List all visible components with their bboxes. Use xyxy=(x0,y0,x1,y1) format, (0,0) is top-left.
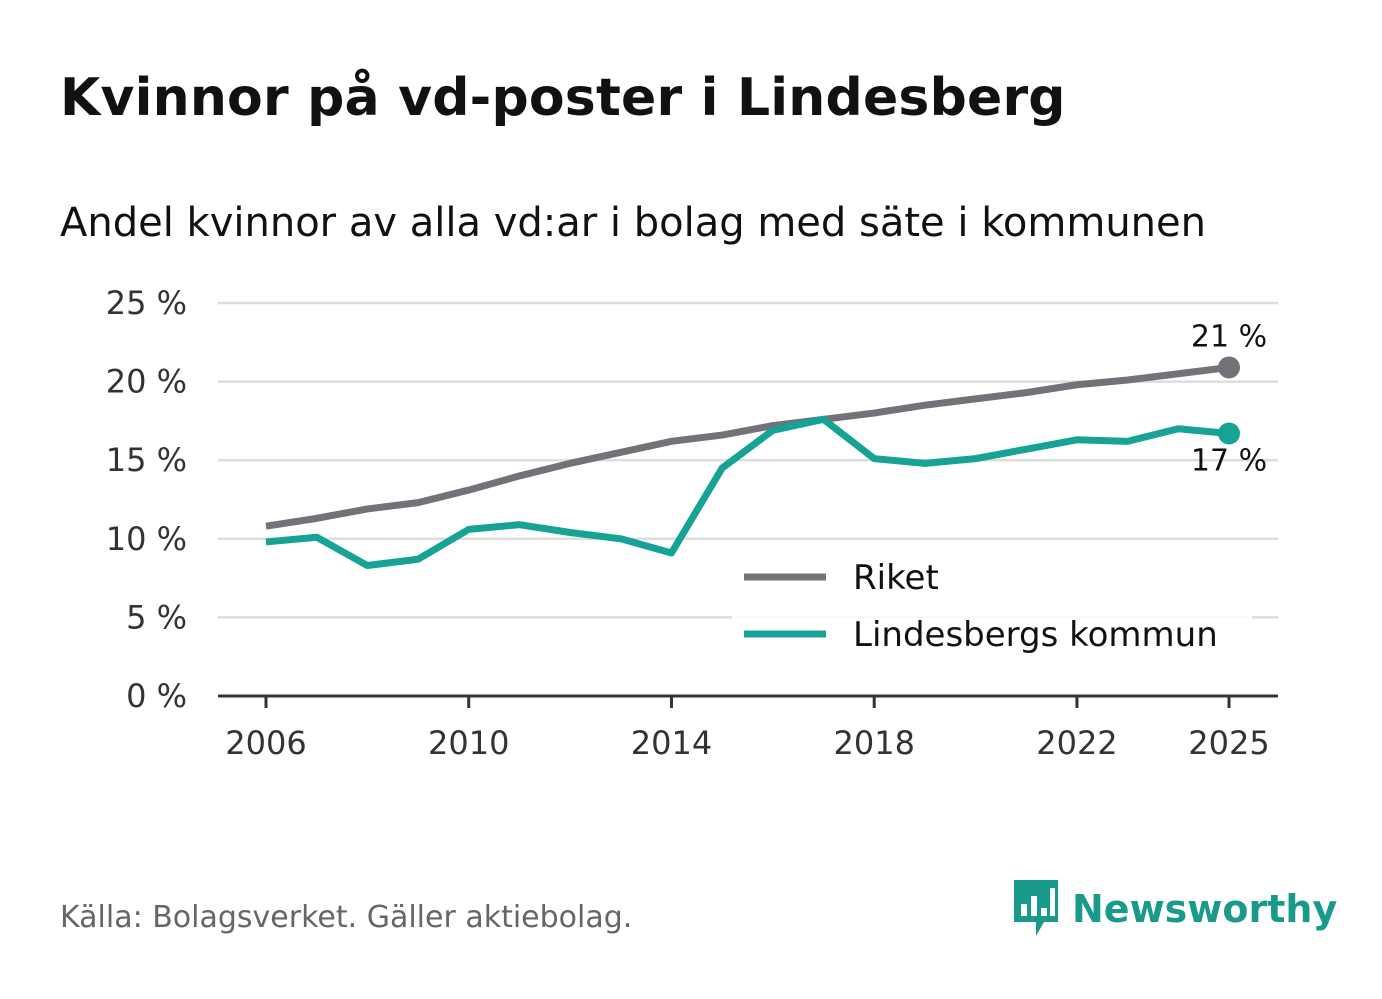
legend: Riket Lindesbergs kommun xyxy=(732,548,1252,666)
x-tick-label: 2006 xyxy=(225,724,306,762)
end-value-label: 21 % xyxy=(1191,319,1267,354)
chart-title: Kvinnor på vd-poster i Lindesberg xyxy=(60,68,1066,128)
x-tick-label: 2018 xyxy=(833,724,914,762)
series-line-lindesberg xyxy=(265,415,1230,570)
x-axis-ticks: 2006 2010 2014 2018 2022 2025 xyxy=(225,696,1270,762)
legend-background xyxy=(732,548,1252,666)
chart-subtitle: Andel kvinnor av alla vd:ar i bolag med … xyxy=(60,200,1206,246)
end-point-marker xyxy=(1218,422,1240,445)
y-tick-label: 0 % xyxy=(126,677,187,715)
y-axis-ticks: 0 % 5 % 10 % 15 % 20 % 25 % xyxy=(106,284,187,715)
brand-logo: Newsworthy xyxy=(1010,878,1337,940)
end-value-label: 17 % xyxy=(1191,443,1267,478)
y-tick-label: 10 % xyxy=(106,520,187,558)
series-lines: 21 % 17 % xyxy=(265,319,1267,570)
y-tick-label: 5 % xyxy=(126,598,187,636)
newsworthy-icon xyxy=(1014,880,1058,936)
y-tick-label: 25 % xyxy=(106,284,187,322)
legend-label: Riket xyxy=(853,558,939,598)
x-tick-label: 2010 xyxy=(428,724,509,762)
legend-label: Lindesbergs kommun xyxy=(853,615,1218,655)
series-line-riket xyxy=(265,363,1230,530)
x-tick-label: 2014 xyxy=(631,724,712,762)
x-tick-label: 2022 xyxy=(1036,724,1117,762)
source-note: Källa: Bolagsverket. Gäller aktiebolag. xyxy=(60,900,633,935)
end-point-marker xyxy=(1218,356,1240,379)
brand-name: Newsworthy xyxy=(1072,887,1338,931)
y-tick-label: 20 % xyxy=(106,363,187,401)
x-tick-label: 2025 xyxy=(1188,724,1269,762)
y-tick-label: 15 % xyxy=(106,441,187,479)
